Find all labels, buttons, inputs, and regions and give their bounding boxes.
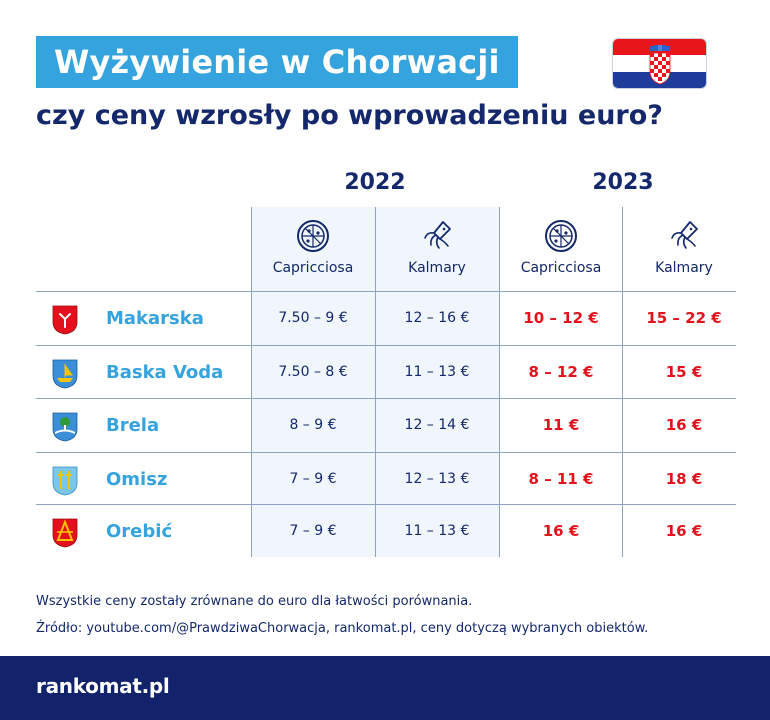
rankomat-logo: rankomat.pl [36, 674, 170, 698]
grid-line-horizontal [36, 345, 736, 346]
city-name: Baska Voda [106, 362, 224, 383]
pizza-icon [545, 220, 577, 252]
grid-line-horizontal [36, 398, 736, 399]
table-row: Omisz 7 – 9 € 12 – 13 € 8 – 11 € 18 € [36, 453, 736, 506]
price-cell: 16 € [542, 522, 580, 540]
price-cell: 16 € [665, 416, 703, 434]
squid-icon [671, 221, 698, 249]
price-cell: 16 € [665, 522, 703, 540]
price-cell: 8 – 9 € [289, 417, 337, 433]
price-cell: 15 € [665, 363, 703, 381]
price-cell: 7.50 – 8 € [278, 364, 348, 380]
column-header-capricciosa-2022: Capricciosa [251, 218, 375, 276]
grid-line-vertical [499, 207, 500, 557]
table-row: Orebić 7 – 9 € 11 – 13 € 16 € 16 € [36, 505, 736, 558]
price-cell: 11 – 13 € [404, 364, 470, 380]
city-name: Omisz [106, 469, 168, 490]
price-cell: 15 – 22 € [646, 309, 722, 327]
city-name: Makarska [106, 308, 204, 329]
page-title: Wyżywienie w Chorwacji [54, 43, 500, 81]
column-label: Capricciosa [520, 260, 602, 276]
grid-line-vertical [251, 207, 252, 557]
price-cell: 8 – 11 € [528, 470, 594, 488]
table-row: Baska Voda 7.50 – 8 € 11 – 13 € 8 – 12 €… [36, 346, 736, 399]
price-cell: 7 – 9 € [289, 471, 337, 487]
table-row: Makarska 7.50 – 9 € 12 – 16 € 10 – 12 € … [36, 292, 736, 345]
footnote-conversion: Wszystkie ceny zostały zrównane do euro … [36, 594, 473, 609]
footer-bar: rankomat.pl [0, 656, 770, 720]
grid-line-horizontal [36, 291, 736, 292]
price-cell: 7 – 9 € [289, 523, 337, 539]
price-cell: 12 – 14 € [404, 417, 470, 433]
grid-line-vertical [622, 207, 623, 557]
brela-crest-icon [52, 412, 78, 442]
column-header-kalmary-2023: Kalmary [622, 218, 746, 276]
footnote-source: Źródło: youtube.com/@PrawdziwaChorwacja,… [36, 621, 649, 636]
price-cell: 11 € [542, 416, 580, 434]
grid-line-vertical [375, 207, 376, 557]
croatia-coat-of-arms-icon [649, 45, 671, 85]
city-name: Brela [106, 415, 160, 436]
year-2022-heading: 2022 [344, 170, 406, 195]
column-label: Capricciosa [272, 260, 354, 276]
baska-voda-crest-icon [52, 359, 78, 389]
column-label: Kalmary [655, 260, 713, 276]
year-2023-heading: 2023 [592, 170, 654, 195]
grid-line-horizontal [36, 504, 736, 505]
price-cell: 10 – 12 € [523, 309, 599, 327]
page-subtitle: czy ceny wzrosły po wprowadzeniu euro? [36, 100, 663, 131]
table-row: Brela 8 – 9 € 12 – 14 € 11 € 16 € [36, 399, 736, 452]
column-header-capricciosa-2023: Capricciosa [499, 218, 623, 276]
column-label: Kalmary [408, 260, 466, 276]
makarska-crest-icon [52, 305, 78, 335]
croatia-flag-icon [612, 38, 707, 89]
column-header-kalmary-2022: Kalmary [375, 218, 499, 276]
pizza-icon [297, 220, 329, 252]
price-cell: 12 – 13 € [404, 471, 470, 487]
squid-icon [424, 221, 451, 249]
title-banner: Wyżywienie w Chorwacji [36, 36, 518, 88]
grid-line-horizontal [36, 452, 736, 453]
city-name: Orebić [106, 521, 173, 542]
price-cell: 7.50 – 9 € [278, 310, 348, 326]
orebic-crest-icon [52, 518, 78, 548]
price-cell: 18 € [665, 470, 703, 488]
price-cell: 11 – 13 € [404, 523, 470, 539]
omisz-crest-icon [52, 466, 78, 496]
price-cell: 12 – 16 € [404, 310, 470, 326]
price-cell: 8 – 12 € [528, 363, 594, 381]
